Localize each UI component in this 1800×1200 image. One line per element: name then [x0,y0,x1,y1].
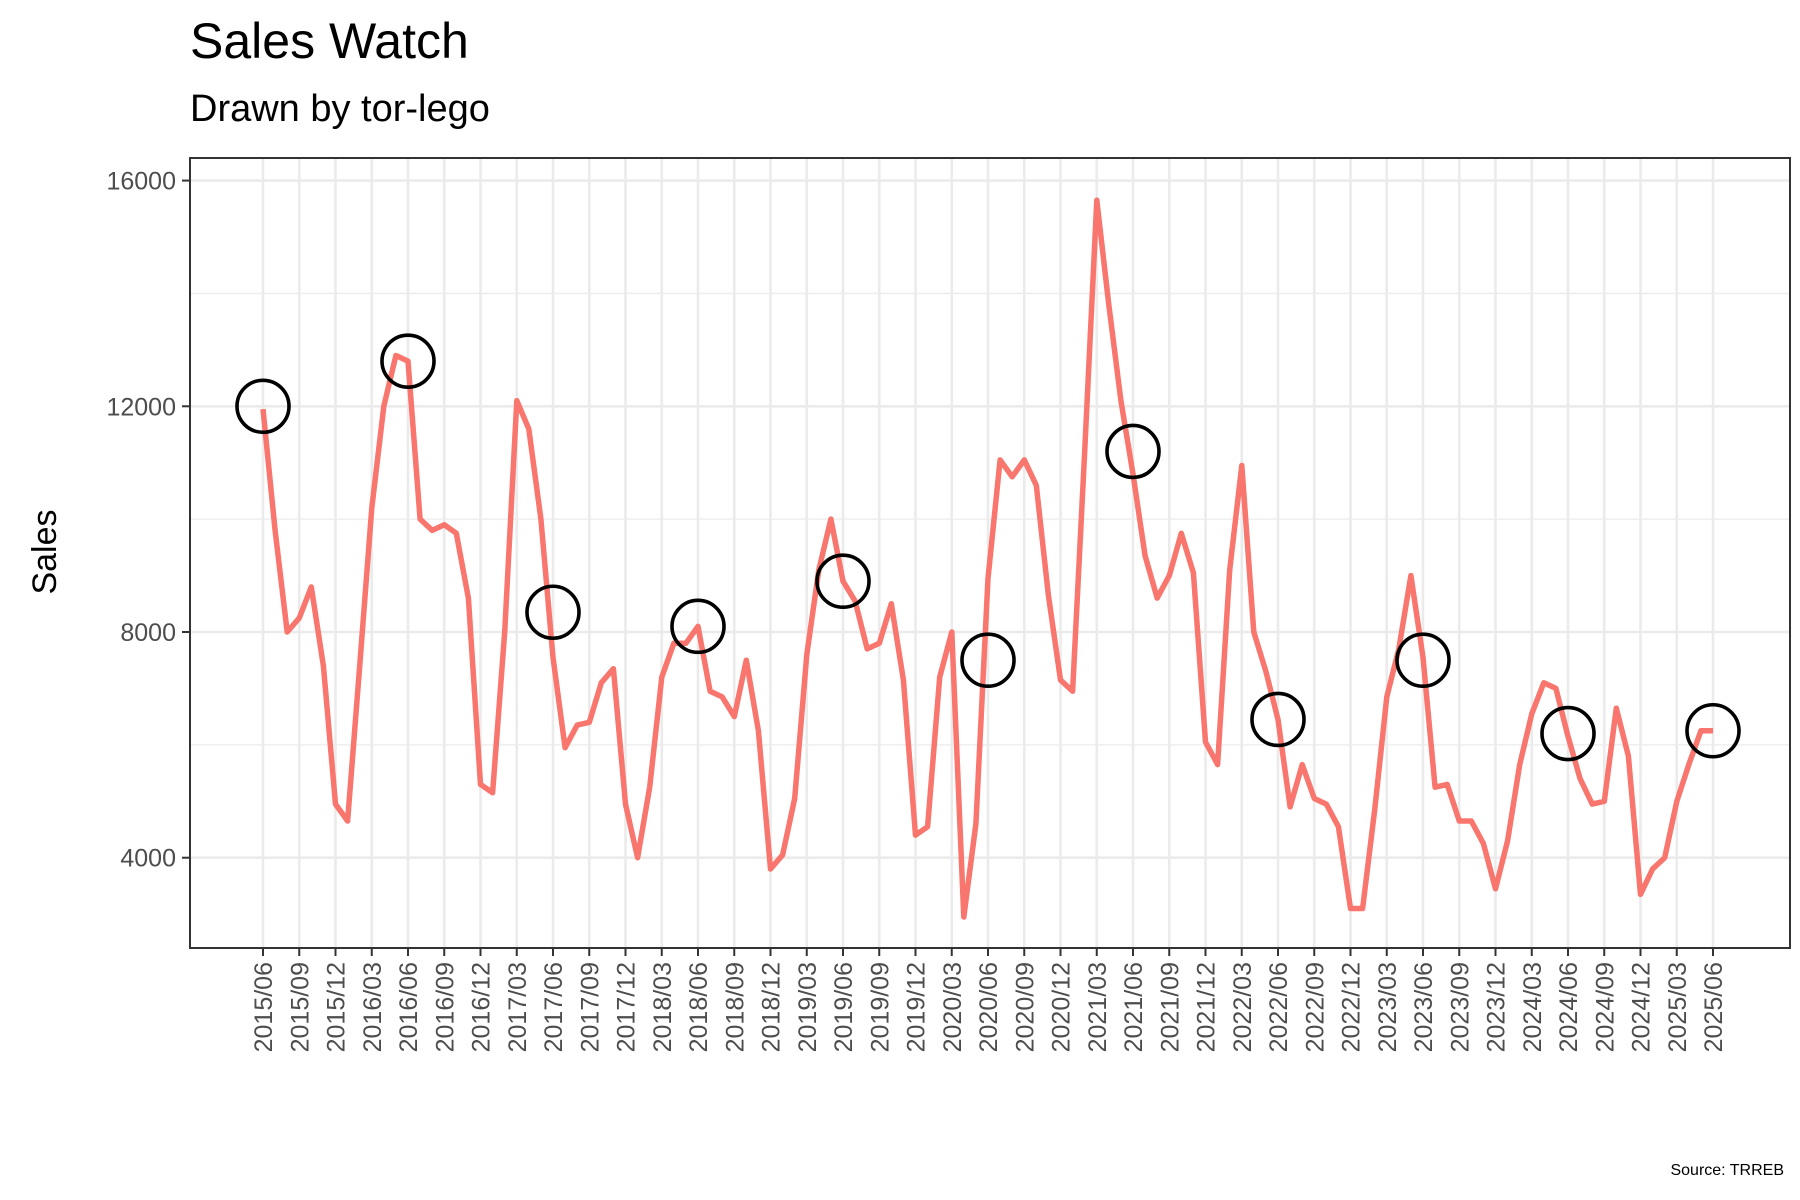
circled-point-marker [1685,702,1741,759]
y-axis: 4000 8000 12000 16000 [106,168,190,873]
x-tick-label: 2024/09 [1591,962,1619,1052]
x-tick-label: 2020/09 [1011,962,1039,1052]
y-tick-label: 4000 [120,845,176,873]
sales-line [260,197,1713,920]
x-tick-label: 2015/09 [286,962,314,1052]
x-tick-label: 2019/12 [903,962,931,1052]
x-tick-label: 2017/12 [613,962,641,1052]
circled-point-marker [380,333,436,389]
circled-point-marker [1395,632,1451,689]
circled-point-marker [960,632,1016,689]
x-tick-label: 2021/12 [1193,962,1221,1052]
x-tick-label: 2019/03 [794,962,822,1052]
x-tick-label: 2020/06 [975,962,1003,1052]
x-tick-label: 2024/06 [1555,962,1583,1052]
circled-point-marker [670,598,726,655]
source-caption: Source: TRREB [1670,1162,1784,1179]
x-tick-label: 2016/09 [431,962,459,1052]
circled-point-marker [1250,691,1306,748]
x-tick-label: 2015/06 [250,962,278,1052]
y-axis-title: Sales [26,509,64,594]
panel-border [189,157,1791,949]
chart-subtitle: Drawn by tor-lego [190,88,490,130]
x-tick-label: 2025/03 [1664,962,1692,1052]
x-tick-label: 2023/12 [1483,962,1511,1052]
series-sales [260,197,1713,920]
x-tick-label: 2016/03 [359,962,387,1052]
circled-point-marker [815,553,871,610]
x-tick-label: 2015/12 [323,962,351,1052]
x-tick-label: 2023/09 [1446,962,1474,1052]
x-tick-label: 2023/03 [1374,962,1402,1052]
x-tick-label: 2018/12 [758,962,786,1052]
x-axis: 2015/06 2015/09 2015/12 2016/03 2016/06 2016/… [250,948,1728,1052]
circled-points [235,333,1741,762]
circled-point-marker [1105,423,1161,480]
chart-title: Sales Watch [190,13,469,69]
x-tick-label: 2017/06 [540,962,568,1052]
x-tick-label: 2020/03 [939,962,967,1052]
x-tick-label: 2017/03 [504,962,532,1052]
x-tick-label: 2022/03 [1229,962,1257,1052]
x-tick-label: 2016/06 [395,962,423,1052]
x-tick-label: 2022/09 [1301,962,1329,1052]
x-tick-label: 2018/06 [685,962,713,1052]
x-tick-label: 2024/12 [1628,962,1656,1052]
y-tick-label: 12000 [106,393,176,421]
y-tick-label: 16000 [106,168,176,196]
x-tick-label: 2022/06 [1265,962,1293,1052]
x-tick-label: 2019/06 [830,962,858,1052]
x-tick-label: 2024/03 [1519,962,1547,1052]
circled-point-marker [235,378,291,435]
x-tick-label: 2018/03 [649,962,677,1052]
y-tick-label: 8000 [120,619,176,647]
x-tick-label: 2017/09 [576,962,604,1052]
x-tick-label: 2019/09 [866,962,894,1052]
x-tick-label: 2021/03 [1084,962,1112,1052]
x-tick-label: 2018/09 [721,962,749,1052]
circled-point-marker [525,584,581,641]
x-tick-label: 2020/12 [1048,962,1076,1052]
x-tick-label: 2021/09 [1156,962,1184,1052]
x-tick-label: 2022/12 [1338,962,1366,1052]
x-tick-label: 2025/06 [1700,962,1728,1052]
x-tick-label: 2021/06 [1120,962,1148,1052]
circled-point-marker [1540,705,1596,762]
x-tick-label: 2016/12 [468,962,496,1052]
x-tick-label: 2023/06 [1410,962,1438,1052]
